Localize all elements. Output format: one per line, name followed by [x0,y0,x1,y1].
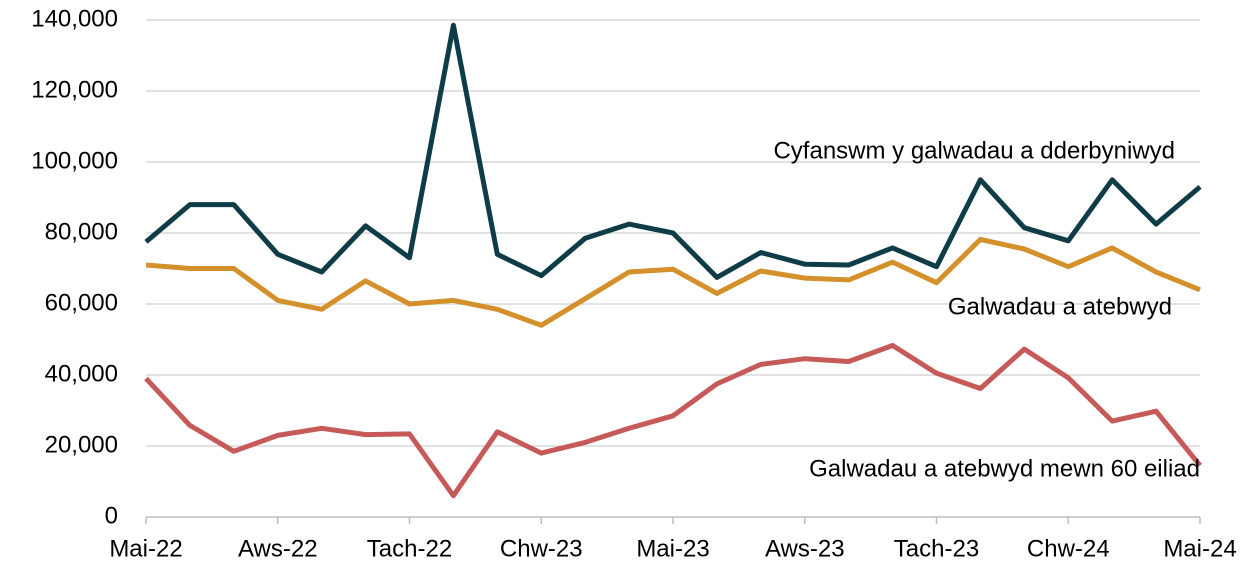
y-tick-label: 80,000 [45,218,118,245]
x-tick-label: Mai-23 [636,535,709,562]
x-tick-label: Tach-23 [894,535,979,562]
y-tick-label: 100,000 [31,147,118,174]
y-tick-label: 40,000 [45,360,118,387]
series-label: Galwadau a atebwyd [948,293,1172,320]
series-line [144,343,1202,499]
y-tick-label: 120,000 [31,76,118,103]
series-line [145,236,1201,328]
series-line [144,22,1202,280]
y-tick-label: 140,000 [31,5,118,32]
x-tick-label: Aws-23 [765,535,845,562]
series-label: Galwadau a atebwyd mewn 60 eiliad [809,455,1200,482]
x-tick-label: Chw-24 [1027,535,1110,562]
x-tick-label: Chw-23 [500,535,583,562]
x-tick-label: Aws-22 [238,535,318,562]
x-tick-label: Tach-22 [367,535,452,562]
y-tick-label: 20,000 [45,431,118,458]
y-tick-label: 60,000 [45,289,118,316]
x-tick-label: Mai-24 [1163,535,1236,562]
series-label: Cyfanswm y galwadau a dderbyniwyd [773,137,1175,164]
y-tick-label: 0 [105,502,118,529]
x-tick-label: Mai-22 [109,535,182,562]
